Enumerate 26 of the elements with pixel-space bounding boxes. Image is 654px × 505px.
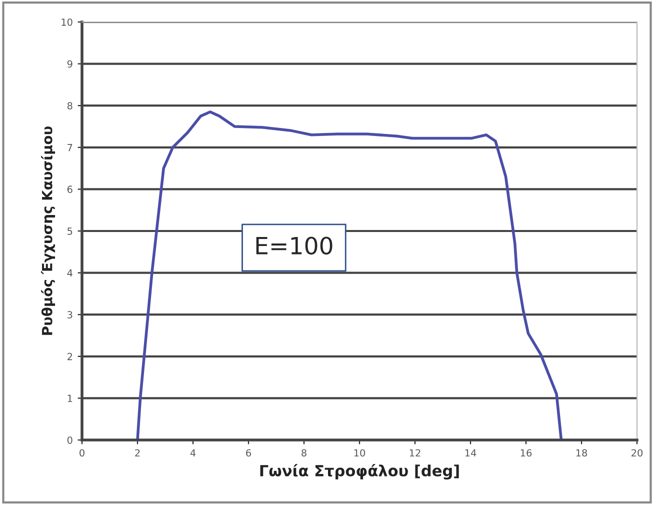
y-tick-label: 8 <box>67 102 72 110</box>
y-tick-label: 6 <box>67 186 72 194</box>
y-tick-label: 0 <box>67 436 72 444</box>
x-tick-label: 10 <box>354 449 366 457</box>
x-tick-label: 14 <box>465 449 476 456</box>
y-tick-label: 9 <box>67 60 72 68</box>
x-tick-label: 6 <box>246 449 251 457</box>
y-tick-label: 5 <box>68 228 72 235</box>
x-tick-label: 12 <box>410 449 420 456</box>
x-tick-label: 16 <box>520 449 532 457</box>
x-tick-label: 0 <box>80 449 84 457</box>
x-tick-label: 20 <box>632 449 643 457</box>
y-axis-title: Ρυθμός Έγχυσης Καυσίμου <box>41 126 56 335</box>
x-tick-label: 2 <box>135 449 140 456</box>
y-tick-label: 4 <box>67 269 72 276</box>
x-tick-label: 8 <box>302 449 306 457</box>
y-tick-label: 7 <box>68 144 72 152</box>
line-series <box>136 110 563 440</box>
y-tick-label: 3 <box>68 311 72 318</box>
x-tick-label: 18 <box>576 449 588 457</box>
y-tick-label: 2 <box>68 352 72 360</box>
annotation: E=100 <box>256 236 332 255</box>
y-tick-label: 10 <box>62 18 72 26</box>
x-axis-title: Γωνία Στροφάλου [deg] <box>260 464 459 480</box>
x-tick-label: 4 <box>190 449 196 456</box>
y-tick-label: 1 <box>68 394 72 402</box>
